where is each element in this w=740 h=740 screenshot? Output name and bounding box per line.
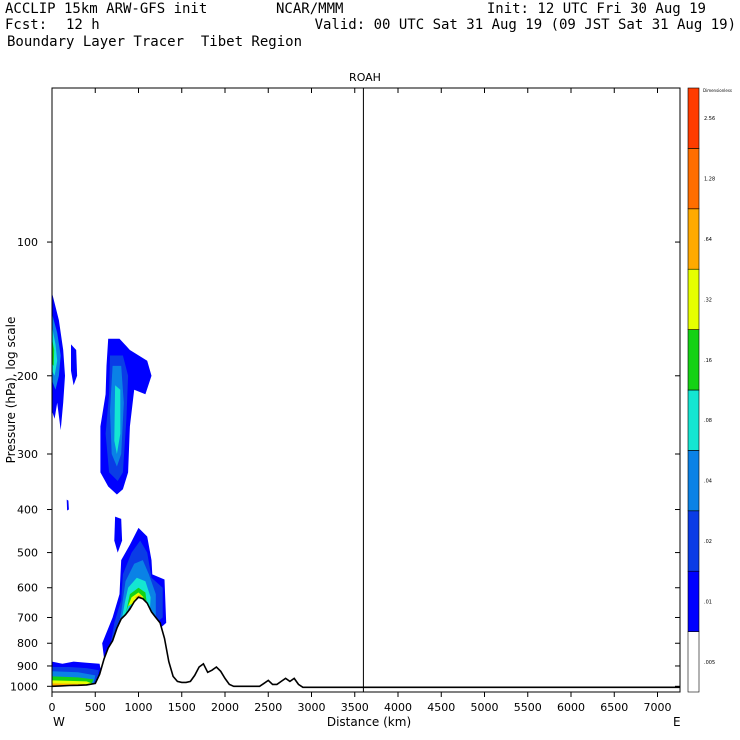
colorbar-label: .32 [704,297,712,303]
colorbar-swatch [687,389,700,451]
chart-title: ROAH [349,71,381,84]
forecast-label: Fcst: [5,17,48,33]
y-tick-label: 700 [17,611,38,624]
colorbar-units: Dimensionless [703,88,732,93]
tracer-blob [114,385,121,454]
x-tick-label: 1500 [168,701,196,714]
plot-frame [51,87,681,693]
colorbar-swatch [687,87,700,149]
colorbar-swatch [687,268,700,330]
model-title: ACCLIP 15km ARW-GFS init [5,1,208,17]
colorbar-label: .04 [704,479,712,485]
colorbar-swatch [687,208,700,270]
terrain-layer [52,596,680,692]
field-title: Boundary Layer Tracer Tibet Region [7,34,303,50]
x-tick-label: 6500 [600,701,628,714]
x-axis: 0 500 1000 1500 2000 2500 3000 3500 4000 4500 5000… [49,88,672,714]
x-tick-label: 3000 [298,701,326,714]
y-tick-label: 800 [17,637,38,650]
x-tick-label: 6000 [557,701,585,714]
colorbar-label: .08 [704,418,712,424]
y-tick-label: 600 [17,582,38,595]
tracer-blob [66,499,69,511]
colorbar-label: 1.28 [704,177,715,183]
x-tick-label: 2500 [254,701,282,714]
tracer-blob [52,338,55,366]
colorbar-swatch [687,148,700,210]
x-tick-label: 5500 [514,701,542,714]
x-tick-label: 4500 [427,701,455,714]
init-time: Init: 12 UTC Fri 30 Aug 19 [486,1,706,17]
x-tick-label: 3500 [341,701,369,714]
x-tick-label: 500 [85,701,106,714]
y-tick-label: 500 [17,547,38,560]
terrain-line [52,596,680,689]
y-axis-label: Pressure (hPa), log scale [4,317,18,464]
tracer-blob [71,344,78,386]
y-tick-label: 400 [17,504,38,517]
org-label: NCAR/MMM [276,1,344,17]
x-tick-label: 1000 [125,701,153,714]
x-tick-label: 4000 [384,701,412,714]
x-axis-label: Distance (km) [327,715,411,729]
colorbar-swatch [687,570,700,632]
y-tick-label: 100 [17,236,38,249]
colorbar-label: .16 [704,358,712,364]
terrain-fill [52,597,680,692]
y-tick-label: 300 [17,448,38,461]
colorbar-label: .64 [704,237,712,243]
colorbar-label: 2.56 [704,116,715,122]
colorbar-swatch [687,329,700,391]
west-label: W [53,715,65,729]
x-tick-label: 0 [49,701,56,714]
x-tick-label: 2000 [211,701,239,714]
colorbar-label: .005 [704,660,715,666]
y-tick-label: 1000 [10,680,38,693]
y-tick-label: 900 [17,660,38,673]
y-axis: 100 200 300 400 500 600 700 800 900 1000 [10,236,680,693]
x-tick-label: 5000 [471,701,499,714]
colorbar-swatch [687,631,700,693]
colorbar-swatch [687,510,700,572]
tracer-blob [114,516,123,553]
east-label: E [673,715,681,729]
forecast-hours: 12 h [66,17,100,33]
colorbar-swatch [687,450,700,512]
colorbar-label: .01 [704,599,712,605]
valid-time: Valid: 00 UTC Sat 31 Aug 19 (09 JST Sat … [314,17,736,33]
colorbar-label: .02 [704,539,712,545]
y-tick-label: 200 [17,370,38,383]
colorbar: .005 .01 .02 .04 .08 .16 .32 .64 1.28 2.56 Dimensi… [687,87,732,693]
x-tick-label: 7000 [644,701,672,714]
